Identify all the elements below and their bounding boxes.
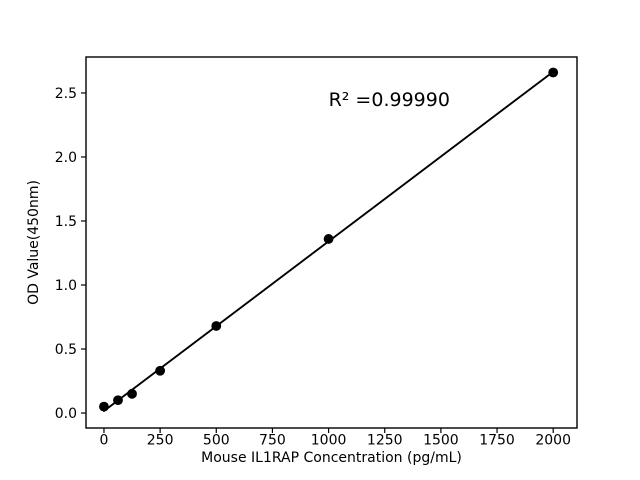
x-tick-label: 1000 xyxy=(311,433,347,449)
x-tick-label: 500 xyxy=(203,433,230,449)
r-squared-annotation: R² =0.99990 xyxy=(329,89,450,111)
data-point xyxy=(99,401,109,412)
data-point xyxy=(155,365,166,376)
x-tick-label: 250 xyxy=(147,433,174,449)
data-point xyxy=(113,395,123,406)
x-tick-label: 0 xyxy=(100,433,109,449)
x-tick-label: 2000 xyxy=(535,433,571,449)
data-point xyxy=(548,67,559,78)
x-tick-label: 1250 xyxy=(367,433,403,449)
data-point xyxy=(211,321,222,331)
y-tick-label: 1.5 xyxy=(55,214,77,230)
x-tick-label: 1500 xyxy=(423,433,459,449)
y-tick-label: 2.5 xyxy=(55,86,77,102)
y-tick-label: 1.0 xyxy=(55,278,77,294)
data-point xyxy=(127,388,137,399)
data-point xyxy=(323,234,334,244)
x-tick-label: 750 xyxy=(259,433,286,449)
y-tick-label: 0.5 xyxy=(55,342,77,358)
y-tick-label: 0.0 xyxy=(55,406,77,422)
x-axis-label: Mouse IL1RAP Concentration (pg/mL) xyxy=(201,450,462,466)
y-axis-label: OD Value(450nm) xyxy=(26,180,42,305)
y-tick-label: 2.0 xyxy=(55,150,77,166)
x-tick-label: 1750 xyxy=(479,433,515,449)
